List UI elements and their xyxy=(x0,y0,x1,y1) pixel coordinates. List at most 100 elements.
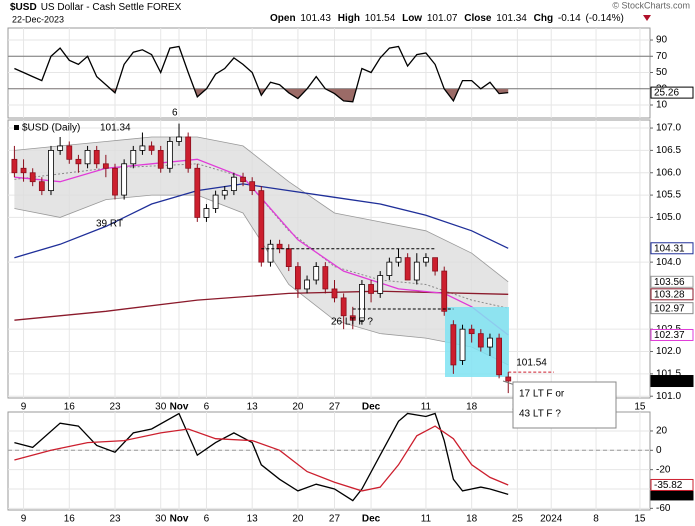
title: $USD US Dollar - Cash Settle FOREX xyxy=(10,2,182,13)
candle-body xyxy=(66,145,73,160)
candle-body xyxy=(441,270,448,312)
candle-body xyxy=(359,284,365,321)
value-label: 104.31 xyxy=(654,243,685,254)
quote-value: 101.34 xyxy=(496,13,527,24)
value-label: 103.28 xyxy=(654,289,685,300)
value-label-box xyxy=(650,328,694,341)
y-tick-label: -60 xyxy=(656,503,671,514)
candle-body xyxy=(313,266,320,281)
quote-value: (-0.14%) xyxy=(585,13,623,24)
candle-body xyxy=(468,328,475,335)
x-tick-label: 11 xyxy=(421,402,432,413)
quote: Open 101.43 High 101.54 Low 101.07 Close… xyxy=(270,13,624,24)
candle-body xyxy=(29,172,36,183)
candle-body xyxy=(368,284,374,294)
y-tick-label: 106.5 xyxy=(656,145,681,156)
x-tick-label: 27 xyxy=(329,514,341,525)
x-tick-label: 8 xyxy=(593,514,599,525)
candle-body xyxy=(295,266,301,290)
value-label: 101.34 xyxy=(654,376,685,387)
quote-value: -0.14 xyxy=(558,13,581,24)
candle-body xyxy=(285,248,292,267)
y-tick-label: 20 xyxy=(656,426,668,437)
x-tick-label: 16 xyxy=(64,402,76,413)
value-label-box xyxy=(650,302,694,315)
y-tick-label: 105.0 xyxy=(656,212,681,223)
y-tick-label: 107.0 xyxy=(656,123,681,134)
candle-body xyxy=(240,176,246,183)
y-tick-label: 102.0 xyxy=(656,346,681,357)
x-tick-label: 18 xyxy=(466,402,478,413)
candle-body xyxy=(395,257,402,263)
candle-body xyxy=(176,136,182,142)
moving-average xyxy=(14,158,509,336)
y-tick-label: 50 xyxy=(656,67,668,78)
candle-body xyxy=(340,297,347,317)
quote-value: 101.07 xyxy=(427,13,458,24)
quote-label: Close xyxy=(464,13,492,24)
source: © StockCharts.com xyxy=(612,0,690,10)
y-tick-label: 106.0 xyxy=(656,167,681,178)
y-tick-label: 70 xyxy=(656,51,668,62)
candle-body xyxy=(505,376,512,382)
x-tick-label: 2024 xyxy=(540,514,563,525)
candle-body xyxy=(57,145,64,151)
candle-body xyxy=(249,181,256,192)
x-tick-label: Nov xyxy=(170,402,189,413)
plot-area xyxy=(11,123,512,394)
y-tick-label: 101.5 xyxy=(656,369,681,380)
candle-body xyxy=(267,243,274,263)
y-tick-label: 101.0 xyxy=(656,391,681,402)
plot-area xyxy=(8,45,650,103)
y-tick-label: 105.5 xyxy=(656,190,681,201)
value-label-box xyxy=(650,242,694,255)
candle-body xyxy=(121,163,128,196)
candle-body xyxy=(221,190,228,196)
candle-body xyxy=(230,176,237,192)
annotation: 6 xyxy=(172,108,178,119)
y-tick-label: -20 xyxy=(656,464,671,475)
band-line xyxy=(14,136,509,283)
candle-body xyxy=(11,158,18,174)
candle-body xyxy=(276,243,283,250)
candle-body xyxy=(102,163,109,169)
candle-body xyxy=(459,328,466,361)
x-tick-label: 15 xyxy=(634,402,646,413)
x-tick-label: Dec xyxy=(362,402,381,413)
y-tick-label: 90 xyxy=(656,35,668,46)
value-label-box xyxy=(650,375,694,388)
y-tick-label: 10 xyxy=(656,100,668,111)
band-fill xyxy=(14,137,509,365)
value-label-box xyxy=(650,288,694,301)
candle-body xyxy=(48,149,54,192)
indicator-line xyxy=(14,412,509,502)
x-tick-label: 9 xyxy=(21,402,27,413)
candle-body xyxy=(20,167,27,174)
date: 22-Dec-2023 xyxy=(12,14,64,24)
x-tick-label: 13 xyxy=(247,514,259,525)
candle-body xyxy=(93,149,100,165)
candle-body xyxy=(487,337,493,348)
candle-body xyxy=(477,333,484,348)
value-label: -45.61 xyxy=(654,490,683,501)
symbol: $USD xyxy=(10,2,37,13)
x-tick-label: 23 xyxy=(109,514,121,525)
x-tick-label: 23 xyxy=(109,402,121,413)
candle-body xyxy=(413,261,420,281)
candle-body xyxy=(304,279,310,290)
x-tick-label: 30 xyxy=(155,514,167,525)
candle-body xyxy=(157,149,164,169)
level-label: 101.54 xyxy=(516,358,547,369)
candle-body xyxy=(185,136,192,169)
candle-body xyxy=(450,324,457,366)
x-tick-label: 11 xyxy=(421,514,432,525)
indicator-line xyxy=(14,425,509,492)
annotation: 43 LT F ? xyxy=(519,409,561,420)
candle-body xyxy=(75,158,82,165)
x-tick-label: 30 xyxy=(155,402,167,413)
value-label: 103.56 xyxy=(654,277,685,288)
candle-body xyxy=(212,194,219,209)
candle-body xyxy=(38,181,45,192)
band-line xyxy=(14,194,509,366)
